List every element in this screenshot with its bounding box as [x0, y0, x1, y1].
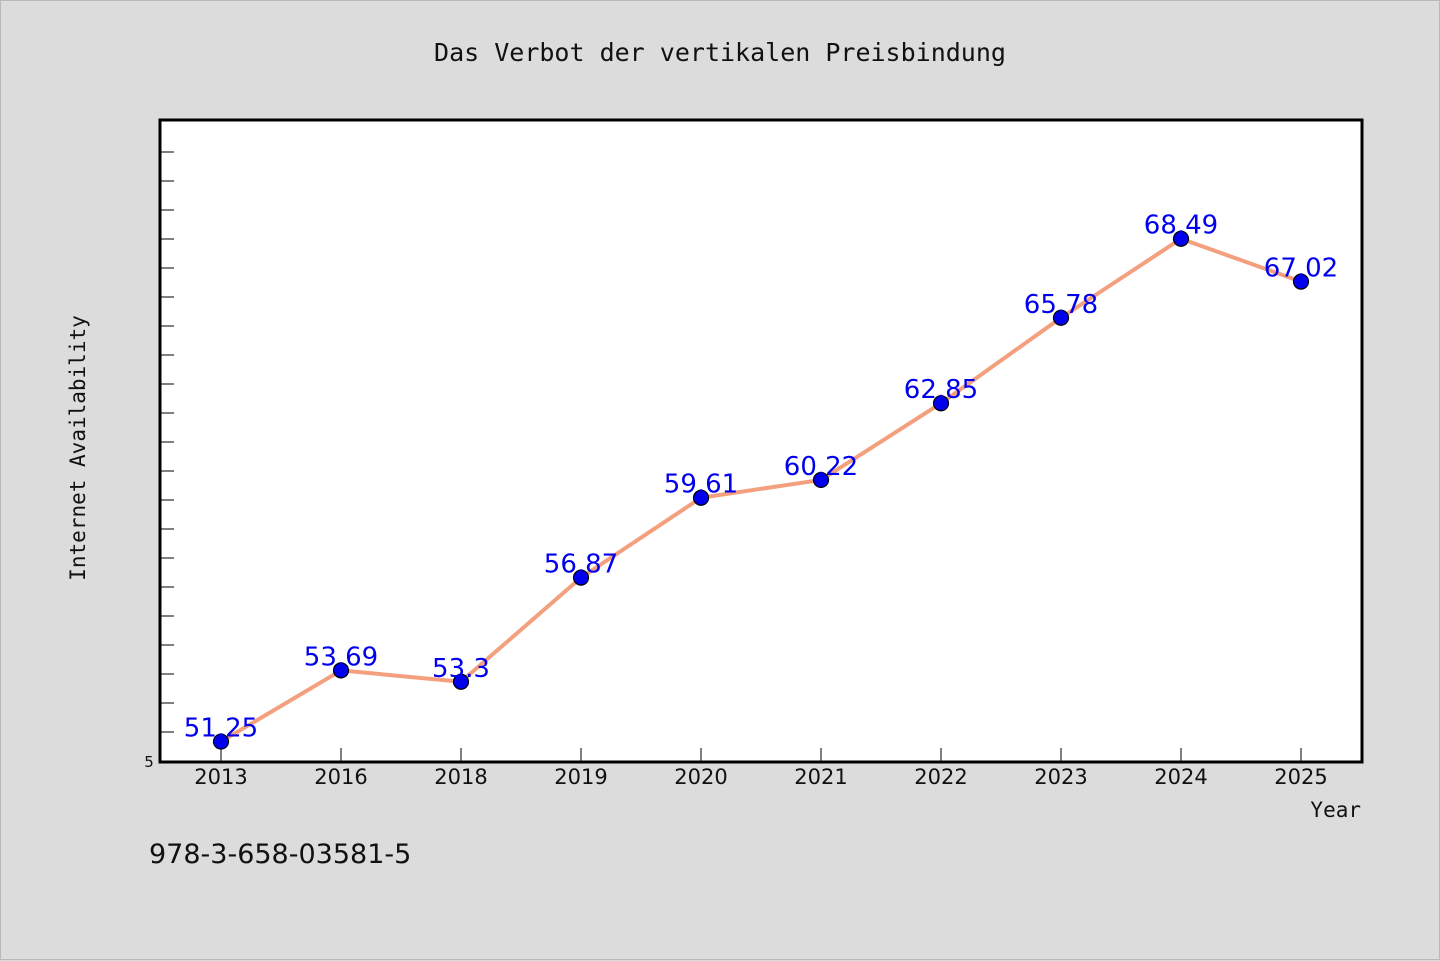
- x-axis-tick-labels: 2013 2016 2018 2019 2020 2021 2022 2023 2024 2025: [194, 765, 1327, 789]
- y-axis-minor-ticks: [160, 151, 174, 733]
- data-label: 53.69: [304, 642, 378, 672]
- isbn-footer: 978-3-658-03581-5: [149, 839, 411, 870]
- x-tick-label: 2020: [674, 765, 727, 789]
- plot-area: [158, 118, 1364, 764]
- x-tick-label: 2021: [794, 765, 847, 789]
- x-axis-label: Year: [1310, 798, 1361, 822]
- data-point: [932, 395, 950, 412]
- data-point: [1052, 309, 1070, 326]
- data-point: [692, 489, 710, 506]
- x-tick-label: 2013: [194, 765, 247, 789]
- x-tick-label: 2024: [1154, 765, 1207, 789]
- data-label: 51.25: [184, 714, 258, 744]
- x-tick-label: 2016: [314, 765, 367, 789]
- y-axis-min-tick-label: 5: [144, 753, 154, 771]
- x-tick-label: 2023: [1034, 765, 1087, 789]
- data-point: [572, 569, 590, 586]
- y-axis-label: Internet Availability: [66, 315, 90, 581]
- data-point: [812, 471, 830, 489]
- data-label: 65.78: [1024, 290, 1098, 320]
- data-label: 59.61: [664, 470, 738, 500]
- series-line: [219, 236, 1303, 744]
- x-tick-label: 2018: [434, 765, 487, 789]
- data-points: [212, 230, 1310, 750]
- data-label: 60.22: [784, 452, 858, 482]
- x-tick-label: 2019: [554, 765, 607, 789]
- chart-title: Das Verbot der vertikalen Preisbindung: [434, 38, 1006, 67]
- x-axis-ticks: [220, 748, 1302, 762]
- data-label: 56.87: [544, 550, 618, 580]
- data-labels: 51.25 53.69 53.3 56.87 59.61 60.22 62.85 65.78 6…: [184, 211, 1338, 744]
- x-tick-label: 2025: [1274, 765, 1327, 789]
- data-label: 68.49: [1144, 211, 1218, 241]
- series-layer: [219, 236, 1303, 744]
- data-label: 67.02: [1264, 254, 1338, 284]
- data-point: [452, 673, 470, 690]
- data-point: [332, 662, 350, 679]
- x-tick-label: 2022: [914, 765, 967, 789]
- data-point: [1292, 273, 1310, 290]
- data-point: [212, 733, 230, 750]
- data-point: [1172, 230, 1190, 247]
- data-label: 62.85: [904, 375, 978, 405]
- data-label: 53.3: [432, 654, 490, 684]
